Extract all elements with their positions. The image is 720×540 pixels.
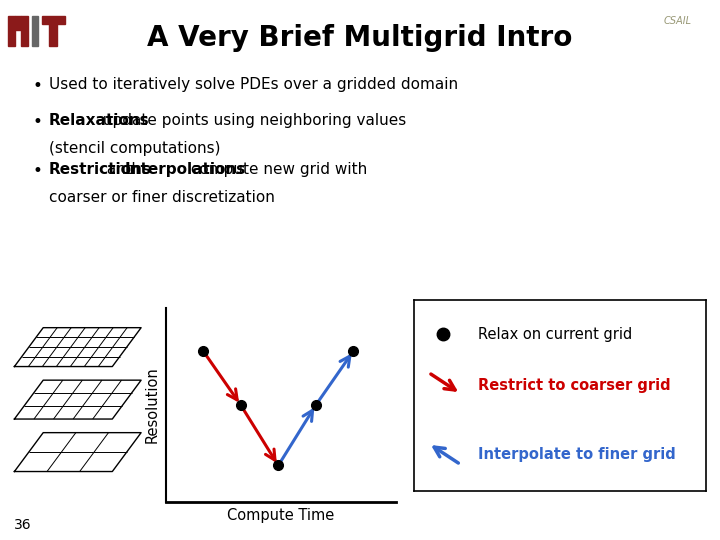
Bar <box>42 16 65 24</box>
X-axis label: Compute Time: Compute Time <box>228 508 334 523</box>
Bar <box>9 16 15 46</box>
Text: update points using neighboring values: update points using neighboring values <box>98 113 406 129</box>
Text: (stencil computations): (stencil computations) <box>49 141 220 157</box>
Bar <box>15 16 22 30</box>
Text: Relaxations: Relaxations <box>49 113 150 129</box>
Bar <box>32 16 38 46</box>
Text: Used to iteratively solve PDEs over a gridded domain: Used to iteratively solve PDEs over a gr… <box>49 77 458 92</box>
Text: Relax on current grid: Relax on current grid <box>478 327 632 342</box>
Text: •: • <box>32 162 42 180</box>
Text: Restrictions: Restrictions <box>49 162 152 177</box>
Text: and: and <box>102 162 140 177</box>
Text: •: • <box>32 113 42 131</box>
Text: compute new grid with: compute new grid with <box>186 162 367 177</box>
Text: Interpolations: Interpolations <box>125 162 246 177</box>
Bar <box>49 24 57 46</box>
Bar <box>22 16 28 46</box>
Text: CSAIL: CSAIL <box>663 16 691 26</box>
Y-axis label: Resolution: Resolution <box>145 367 160 443</box>
Text: coarser or finer discretization: coarser or finer discretization <box>49 190 275 205</box>
Text: A Very Brief Multigrid Intro: A Very Brief Multigrid Intro <box>148 24 572 52</box>
Text: Restrict to coarser grid: Restrict to coarser grid <box>478 377 671 393</box>
Text: Interpolate to finer grid: Interpolate to finer grid <box>478 447 676 462</box>
Text: •: • <box>32 77 42 94</box>
Text: 36: 36 <box>14 518 32 532</box>
